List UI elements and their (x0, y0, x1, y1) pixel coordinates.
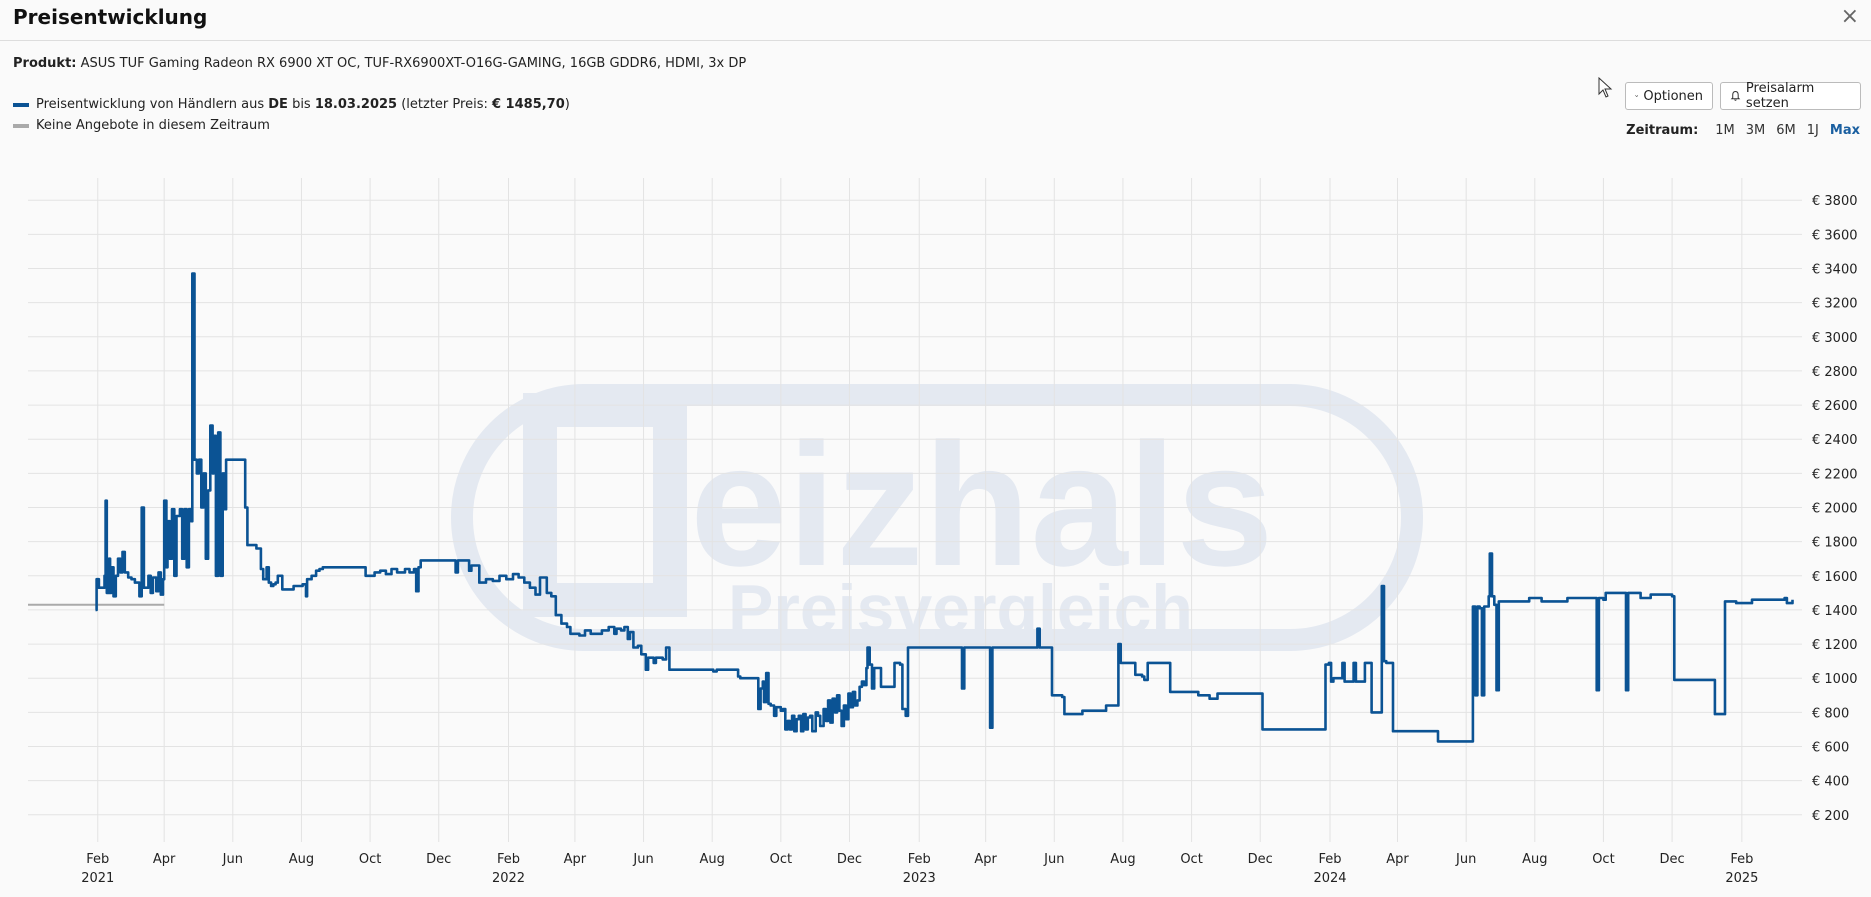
mouse-cursor-icon (1598, 77, 1613, 98)
y-tick-label: € 2800 (1812, 365, 1858, 380)
x-tick-label: Dec (1248, 852, 1273, 867)
x-tick-label: Dec (426, 852, 451, 867)
bell-icon (1730, 90, 1741, 101)
dialog-header: Preisentwicklung × (0, 0, 1871, 41)
y-tick-label: € 2000 (1812, 502, 1858, 517)
y-tick-label: € 800 (1812, 706, 1849, 721)
product-name: ASUS TUF Gaming Radeon RX 6900 XT OC, TU… (80, 56, 747, 71)
x-tick-year: 2023 (903, 871, 936, 886)
x-tick-label: Dec (837, 852, 862, 867)
close-icon[interactable]: × (1840, 4, 1859, 29)
x-tick-year: 2024 (1313, 871, 1346, 886)
x-axis: Feb 2021 Apr Jun Aug Oct Dec Feb 2022 Apr Jun Aug Oc… (81, 852, 1758, 886)
price-alarm-label: Preisalarm setzen (1745, 81, 1815, 111)
x-tick-label: Dec (1660, 852, 1685, 867)
x-tick-label: Apr (974, 852, 997, 867)
x-tick-label: Apr (564, 852, 587, 867)
x-tick-label: Oct (770, 852, 792, 867)
range-6m[interactable]: 6M (1776, 123, 1796, 138)
x-tick-year: 2025 (1725, 871, 1758, 886)
options-label: Optionen (1643, 88, 1703, 104)
legend-swatch-gray (13, 123, 29, 128)
watermark-word1: eizhals (690, 408, 1274, 603)
page-title: Preisentwicklung (13, 5, 208, 29)
y-axis: € 200 € 400 € 600 € 800 € 1000 € 1200 € 1400 € … (1812, 194, 1858, 824)
grid-horizontal (28, 199, 1802, 816)
x-tick-label: Feb (908, 852, 931, 867)
options-button[interactable]: Optionen (1625, 82, 1713, 110)
legend-no-offers-text: Keine Angebote in diesem Zeitraum (36, 118, 270, 133)
watermark-word2: Preisvergleich (728, 571, 1193, 647)
y-tick-label: € 1400 (1812, 604, 1858, 619)
x-tick-year: 2022 (492, 871, 525, 886)
x-tick-label: Feb (1730, 852, 1753, 867)
y-tick-label: € 2400 (1812, 433, 1858, 448)
series-line-price (95, 272, 1794, 743)
legend-series: Preisentwicklung von Händlern aus DE bis… (13, 97, 570, 112)
y-tick-label: € 600 (1812, 741, 1849, 756)
chevron-down-icon (1635, 95, 1639, 98)
price-alarm-button[interactable]: Preisalarm setzen (1720, 81, 1861, 111)
x-tick-label: Apr (153, 852, 176, 867)
x-tick-label: Aug (289, 852, 314, 867)
x-tick-label: Apr (1386, 852, 1409, 867)
x-tick-label: Aug (1110, 852, 1135, 867)
y-tick-label: € 3000 (1812, 331, 1858, 346)
x-tick-label: Feb (1318, 852, 1341, 867)
range-3m[interactable]: 3M (1745, 123, 1766, 138)
y-tick-label: € 2600 (1812, 399, 1858, 414)
x-tick-label: Feb (86, 852, 109, 867)
x-tick-year: 2021 (81, 871, 114, 886)
x-tick-label: Aug (1522, 852, 1547, 867)
range-1j[interactable]: 1J (1806, 123, 1819, 138)
y-tick-label: € 1600 (1812, 570, 1858, 585)
product-label: Produkt: (13, 56, 77, 71)
geizhals-watermark: eizhals Preisvergleich (451, 384, 1423, 651)
x-tick-label: Oct (359, 852, 381, 867)
y-tick-label: € 3800 (1812, 194, 1858, 209)
legend-no-offers: Keine Angebote in diesem Zeitraum (13, 118, 270, 133)
x-tick-label: Jun (1043, 852, 1064, 867)
x-tick-label: Jun (1455, 852, 1476, 867)
x-tick-label: Jun (222, 852, 243, 867)
time-range-label: Zeitraum: (1626, 123, 1699, 138)
x-tick-label: Oct (1180, 852, 1202, 867)
x-tick-label: Oct (1592, 852, 1614, 867)
time-range-selector: Zeitraum: 1M 3M 6M 1J Max (1626, 123, 1860, 138)
range-max[interactable]: Max (1829, 123, 1860, 138)
y-tick-label: € 1800 (1812, 536, 1858, 551)
y-tick-label: € 3600 (1812, 228, 1858, 243)
range-1m[interactable]: 1M (1715, 123, 1735, 138)
y-tick-label: € 2200 (1812, 467, 1858, 482)
y-tick-label: € 400 (1812, 775, 1849, 790)
y-tick-label: € 1000 (1812, 672, 1858, 687)
x-tick-label: Jun (632, 852, 653, 867)
y-tick-label: € 3200 (1812, 297, 1858, 312)
y-tick-label: € 3400 (1812, 262, 1858, 277)
legend-text: Preisentwicklung von Händlern aus DE bis… (36, 97, 570, 112)
y-tick-label: € 200 (1812, 809, 1849, 824)
legend-swatch-blue (13, 102, 29, 107)
product-info: Produkt: ASUS TUF Gaming Radeon RX 6900 … (13, 56, 746, 71)
series-lines (28, 272, 1794, 743)
y-tick-label: € 1200 (1812, 638, 1858, 653)
x-tick-label: Feb (497, 852, 520, 867)
x-tick-label: Aug (699, 852, 724, 867)
